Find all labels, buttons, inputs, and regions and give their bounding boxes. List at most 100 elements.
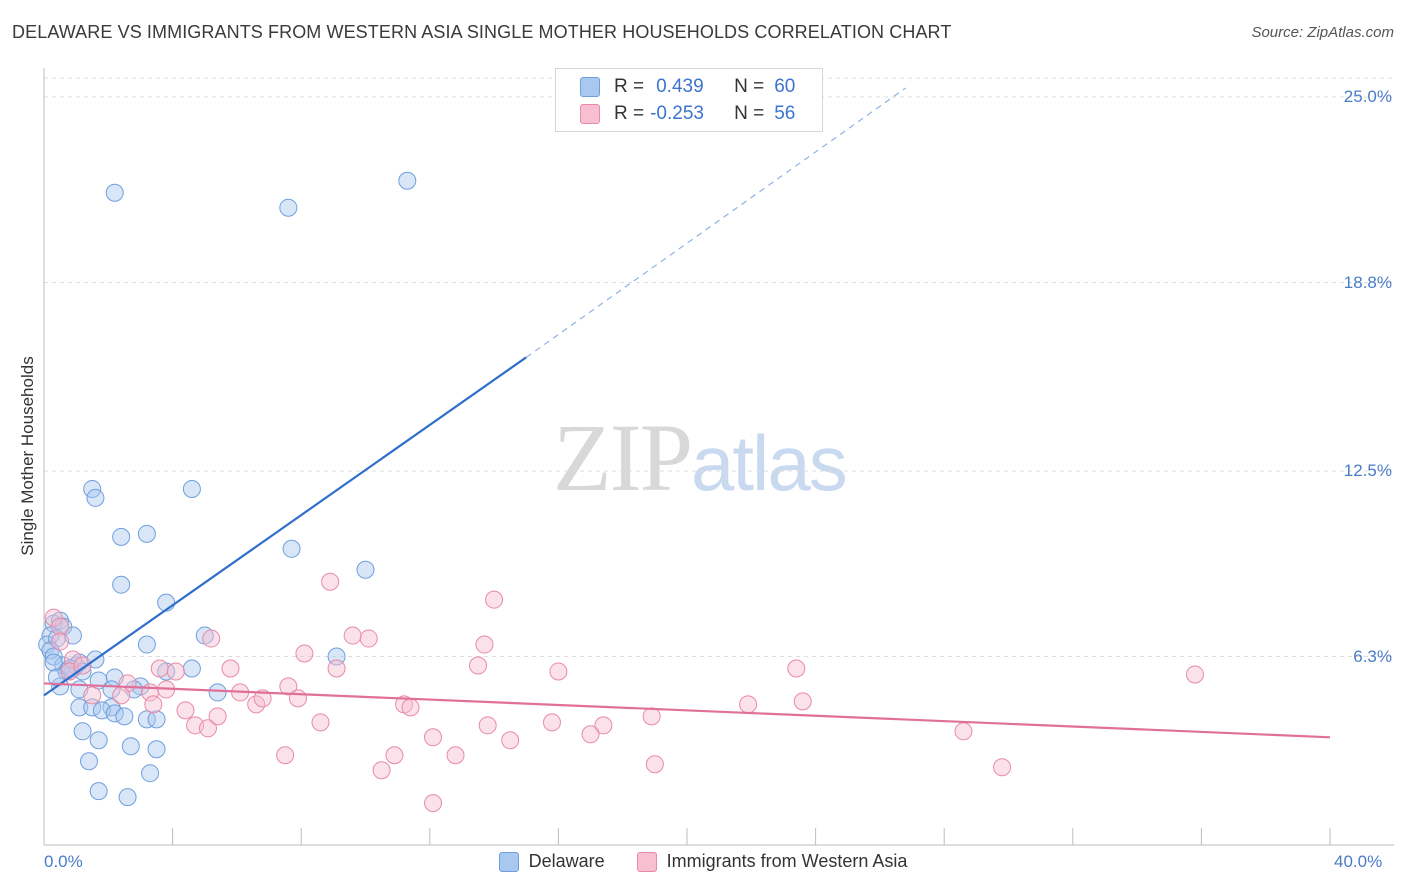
western-asia-point [253, 689, 272, 708]
delaware-point [86, 488, 105, 507]
delaware-point [41, 641, 60, 660]
delaware-point [279, 198, 298, 217]
delaware-point [137, 524, 156, 543]
delaware-point [141, 764, 160, 783]
delaware-point [89, 782, 108, 801]
western-asia-point [372, 761, 391, 780]
delaware-point [112, 575, 131, 594]
western-asia-point [63, 650, 82, 669]
western-asia-point [1185, 665, 1204, 684]
y-axis-label: Single Mother Households [18, 356, 37, 556]
delaware-swatch [580, 77, 600, 97]
western-asia-point [150, 659, 169, 678]
delaware-point [282, 539, 301, 558]
delaware-point [47, 629, 66, 648]
correlation-legend: R = 0.439 N = 60 R = -0.253 N = 56 [555, 68, 823, 132]
western-asia-point [542, 713, 561, 732]
legend-item-western-asia: Immigrants from Western Asia [636, 851, 908, 872]
n-value: 56 [774, 103, 796, 124]
western-asia-point [176, 701, 195, 720]
western-asia-point [51, 617, 70, 636]
legend-label-western-asia: Immigrants from Western Asia [666, 851, 908, 871]
delaware-point [182, 479, 201, 498]
western-asia-point [993, 758, 1012, 777]
western-asia-point [288, 689, 307, 708]
western-asia-point [83, 686, 102, 705]
delaware-point [44, 653, 63, 672]
delaware-point [112, 527, 131, 546]
delaware-point [105, 704, 124, 723]
delaware-point [44, 647, 63, 666]
western-asia-point [478, 716, 497, 735]
western-asia-point [475, 635, 494, 654]
legend-item-delaware: Delaware [498, 851, 605, 872]
western-asia-point [424, 794, 443, 813]
y-tick-label: 6.3% [1353, 646, 1392, 666]
delaware-points [38, 171, 417, 807]
y-tick-label: 18.8% [1343, 272, 1392, 292]
western-asia-point [144, 695, 163, 714]
r-value: 0.439 [656, 76, 704, 97]
western-asia-point [469, 656, 488, 675]
western-asia-point [279, 677, 298, 696]
western-asia-point [485, 590, 504, 609]
delaware-point [105, 183, 124, 202]
western-asia-point [954, 722, 973, 741]
western-asia-point [166, 662, 185, 681]
legend-row-delaware: R = 0.439 N = 60 [580, 75, 795, 99]
delaware-point [89, 731, 108, 750]
r-value: -0.253 [650, 103, 704, 124]
trend-lines [43, 87, 1331, 739]
western-asia-point [198, 719, 217, 738]
western-asia-point [359, 629, 378, 648]
delaware-point [73, 722, 92, 741]
n-label: N = [734, 103, 765, 124]
western-asia-point [645, 755, 664, 774]
delaware-point [208, 683, 227, 702]
western-asia-point [51, 632, 70, 651]
western-asia-point [295, 644, 314, 663]
delaware-point [147, 740, 166, 759]
x-tick-label-min: 0.0% [44, 852, 83, 871]
n-label: N = [734, 76, 765, 97]
western-asia-point [321, 572, 340, 591]
grid-lines [44, 77, 1394, 658]
western-asia-point [594, 716, 613, 735]
delaware-point [137, 710, 156, 729]
western-asia-point [793, 692, 812, 711]
western-asia-swatch [580, 104, 600, 124]
western-asia-point [424, 728, 443, 747]
western-asia-point [311, 713, 330, 732]
series-legend: Delaware Immigrants from Western Asia [0, 851, 1406, 872]
western-asia-point [208, 707, 227, 726]
legend-row-western-asia: R = -0.253 N = 56 [580, 102, 795, 126]
delaware-point [118, 788, 137, 807]
western-asia-point [739, 695, 758, 714]
western-asia-point [501, 731, 520, 750]
western-asia-point [401, 698, 420, 717]
delaware-point [102, 698, 121, 717]
western-asia-point [276, 746, 295, 765]
delaware-point [398, 171, 417, 190]
delaware-trend-line [43, 356, 527, 697]
y-tick-label: 12.5% [1343, 461, 1392, 480]
delaware-point [137, 635, 156, 654]
western-asia-point [112, 686, 131, 705]
axes [43, 68, 1394, 846]
chart-title: DELAWARE VS IMMIGRANTS FROM WESTERN ASIA… [12, 22, 952, 42]
western-asia-point [327, 659, 346, 678]
western-asia-point [385, 746, 404, 765]
delaware-trend-extension [525, 87, 906, 358]
legend-label-delaware: Delaware [528, 851, 605, 871]
western-asia-trend-line [43, 682, 1331, 739]
delaware-point [147, 710, 166, 729]
n-value: 60 [774, 76, 796, 97]
western-asia-point [642, 707, 661, 726]
western-asia-point [44, 608, 63, 627]
western-asia-point [787, 659, 806, 678]
x-tick-label-max: 40.0% [1334, 852, 1383, 871]
y-tick-label: 25.0% [1343, 87, 1392, 106]
r-label: R = [614, 103, 645, 124]
delaware-point [70, 698, 89, 717]
